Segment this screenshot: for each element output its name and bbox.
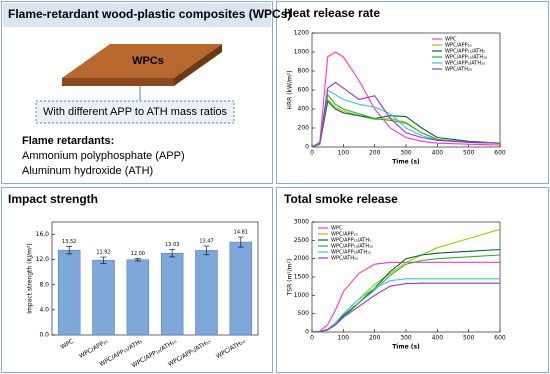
- x-tick-label: 100: [338, 335, 350, 342]
- x-tick-label: 400: [432, 150, 444, 157]
- series-line: [311, 282, 500, 333]
- error-bar: [100, 256, 107, 264]
- plot-frame: [51, 221, 259, 336]
- error-bar: [237, 236, 244, 248]
- y-tick-label: 0: [305, 144, 309, 151]
- panel-title: Impact strength: [8, 192, 98, 206]
- x-tick-label: 500: [463, 150, 475, 157]
- x-tick-label: 200: [369, 150, 381, 157]
- header-title: Flame-retardant wood-plastic composites …: [8, 7, 291, 21]
- series-line: [311, 81, 501, 148]
- retardants-title: Flame retardants:: [22, 135, 114, 147]
- y-tick-label: 12.0: [36, 256, 50, 263]
- title-bar: [3, 3, 271, 27]
- legend-label: WPC/APP₅/ATH₁₅: [331, 250, 371, 256]
- bar: [195, 250, 218, 336]
- y-tick-label: 4.0: [39, 306, 49, 313]
- y-tick-label: 1000: [294, 292, 309, 299]
- x-tick-label: 300: [400, 335, 412, 342]
- y-tick-label: 8.0: [39, 281, 49, 288]
- x-tick-label: 600: [494, 150, 506, 157]
- x-tick-label: 0: [310, 335, 314, 342]
- y-tick-label: 0: [305, 329, 309, 336]
- value-label: 13.52: [62, 239, 76, 245]
- board-label: WPCs: [132, 55, 164, 67]
- panel-title: Heat release rate: [284, 6, 380, 20]
- legend-label: WPC/APP₅/ATH₁₅: [445, 61, 485, 67]
- legend-label: WPC/APP₁₀/ATH₁₀: [445, 55, 487, 61]
- y-axis-title: TSR (m²/m²): [287, 259, 294, 297]
- value-label: 11.92: [96, 250, 110, 256]
- y-tick-label: 3000: [294, 219, 309, 226]
- y-tick-label: 400: [298, 106, 310, 113]
- panel: [276, 187, 549, 373]
- legend-label: WPC: [331, 226, 343, 232]
- value-label: 13.03: [165, 242, 179, 248]
- panel: [276, 1, 549, 184]
- y-tick-label: 200: [298, 125, 310, 132]
- legend-label: WPC/APP₂₀: [331, 232, 358, 238]
- bar: [229, 241, 253, 336]
- board-front: [62, 78, 174, 86]
- y-tick-label: 1200: [294, 30, 309, 37]
- note: With different APP to ATH mass ratios: [43, 106, 228, 118]
- y-tick-label: 1000: [294, 49, 309, 56]
- board-side: [174, 44, 222, 86]
- y-tick-label: 2500: [294, 237, 309, 244]
- series-line: [311, 93, 501, 148]
- legend-label: WPC/APP₂₀: [445, 43, 472, 49]
- bar: [126, 259, 150, 336]
- retardant: Ammonium polyphosphate (APP): [22, 150, 185, 162]
- note-box: [35, 100, 235, 124]
- legend-label: WPC/ATH₂₀: [331, 256, 358, 262]
- bar: [57, 249, 81, 336]
- x-axis-title: Time (s): [392, 159, 420, 166]
- x-axis-title: Time (s): [392, 344, 420, 351]
- error-bar: [134, 258, 141, 262]
- y-tick-label: 2000: [294, 255, 309, 262]
- value-label: 12.00: [131, 251, 145, 257]
- value-label: 14.81: [234, 230, 248, 236]
- y-tick-label: 500: [298, 310, 310, 317]
- legend-label: WPC: [445, 37, 457, 43]
- series-line: [311, 261, 500, 333]
- retardant: Aluminum hydroxide (ATH): [22, 165, 153, 177]
- series-line: [311, 51, 501, 148]
- panel-title: Total smoke release: [284, 192, 398, 206]
- legend-label: WPC/ATH₂₀: [445, 67, 472, 73]
- x-tick-label: 200: [369, 335, 381, 342]
- x-tick-label: 500: [463, 335, 475, 342]
- legend-label: WPC/APP₁₅/ATH₅: [331, 238, 371, 244]
- panel: [1, 1, 273, 184]
- error-bar: [169, 249, 176, 258]
- error-bar: [66, 246, 73, 255]
- bar: [160, 252, 184, 336]
- bar: [92, 259, 115, 336]
- x-tick-label: 400: [432, 335, 444, 342]
- x-tick-label: 600: [494, 335, 506, 342]
- board-top: [62, 44, 222, 78]
- y-tick-label: 16.0: [36, 231, 50, 238]
- legend-label: WPC/APP₁₀/ATH₁₀: [331, 244, 373, 250]
- y-tick-label: 600: [298, 87, 310, 94]
- x-tick-label: 100: [338, 150, 350, 157]
- legend-label: WPC/APP₁₅/ATH₅: [445, 49, 485, 55]
- error-bar: [203, 245, 210, 256]
- value-label: 13.47: [199, 239, 213, 245]
- y-axis-title: HRR (kW/m²): [287, 70, 294, 109]
- y-tick-label: 800: [298, 68, 310, 75]
- x-tick-label: 300: [400, 150, 412, 157]
- y-axis-title: Impact strength (KJ/m²): [27, 243, 34, 314]
- x-tick-label: 0: [310, 150, 314, 157]
- y-tick-label: 1500: [294, 274, 309, 281]
- y-tick-label: 0.0: [39, 332, 49, 339]
